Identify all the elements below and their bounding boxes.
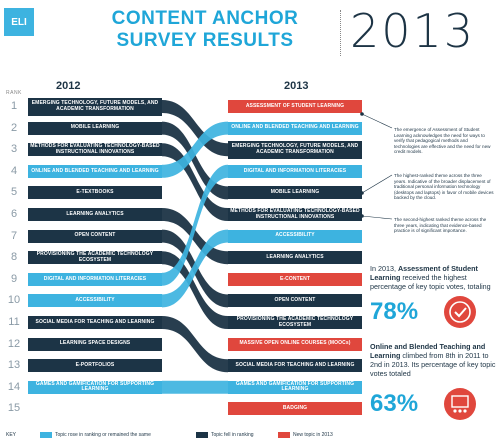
percentage-78: 78% [370,298,419,325]
left-year-heading: 2012 [56,80,81,92]
rank-number: 5 [10,186,18,199]
rank-number: 8 [10,251,18,264]
link-band [162,164,228,286]
classroom-presentation-icon [444,388,476,420]
checkmark-icon [444,296,476,328]
right-2013-topic-box: ASSESSMENT OF STUDENT LEARNING [228,100,362,113]
percentage-63: 63% [370,390,419,417]
right-2013-topic-box: MOBILE LEARNING [228,186,362,200]
link-band [162,100,228,157]
left-2012-topic-box: LEARNING ANALYTICS [28,208,162,221]
legend-new-swatch [278,432,290,438]
callout1-bold: Assessment of Student Learning [370,264,478,282]
left-2012-topic-box: DIGITAL AND INFORMATION LITERACIES [28,272,162,286]
note-mobile-learning: The highest-ranked theme across the thre… [394,173,494,201]
rank-label: RANK [6,90,22,96]
right-2013-topic-box: ACCESSIBILITY [228,229,362,243]
left-2012-topic-box: SOCIAL MEDIA FOR TEACHING AND LEARNING [28,316,162,329]
rank-number: 6 [10,208,18,220]
legend-rose: Topic rose in ranking or remained the sa… [40,432,151,438]
rank-number: 14 [7,380,21,393]
callout-assessment-text: In 2013, Assessment of Student Learning … [370,264,496,291]
legend-fell: Topic fell in ranking [196,432,254,438]
rank-number: 15 [7,402,21,415]
legend-fell-swatch [196,432,208,438]
callout1-post: received the highest percentage of key t… [370,273,491,291]
left-2012-topic-box: EMERGING TECHNOLOGY, FUTURE MODELS, AND … [28,97,162,116]
rank-number: 1 [10,100,18,112]
rank-number: 10 [7,294,21,307]
eli-logo: ELI [4,8,34,36]
leader-line-3 [361,215,393,220]
header-year: 2013 [350,4,476,58]
leader-dot-2 [360,191,364,195]
left-2012-topic-box: OPEN CONTENT [28,229,162,243]
right-2013-topic-box: ONLINE AND BLENDED TEACHING AND LEARNING [228,121,362,135]
right-2013-topic-box: EMERGING TECHNOLOGY, FUTURE MODELS, AND … [228,140,362,159]
left-2012-topic-box: ACCESSIBILITY [28,294,162,308]
link-band [162,208,228,265]
left-2012-topic-box: ONLINE AND BLENDED TEACHING AND LEARNING [28,164,162,178]
right-2013-topic-box: BADGING [228,402,362,416]
link-band [162,229,228,308]
callout1-pre: In 2013, [370,264,398,273]
leader-line-2 [361,174,393,194]
right-2013-topic-box: DIGITAL AND INFORMATION LITERACIES [228,164,362,178]
leader-dot-1 [360,112,364,116]
left-2012-topic-box: PROVISIONING THE ACADEMIC TECHNOLOGY ECO… [28,251,162,265]
title-line-2: SURVEY RESULTS [116,30,294,51]
legend-new-label: New topic in 2013 [293,432,333,438]
rank-number: 13 [7,359,21,372]
callout2-bold: Online and Blended Teaching and Learning [370,342,486,360]
left-2012-topic-box: METHODS FOR EVALUATING TECHNOLOGY-BASED … [28,143,162,157]
left-2012-topic-box: MOBILE LEARNING [28,121,162,135]
right-2013-topic-box: METHODS FOR EVALUATING TECHNOLOGY-BASED … [228,208,362,221]
rank-number: 2 [10,121,18,134]
link-band [162,121,228,178]
right-year-heading: 2013 [284,80,309,92]
rank-number: 11 [8,316,20,328]
note-assessment: The emergence of Assessment of Student L… [394,127,491,155]
legend-fell-label: Topic fell in ranking [211,432,254,438]
rank-number: 7 [10,229,18,242]
rank-number: 4 [10,164,18,177]
left-2012-topic-box: E-TEXTBOOKS [28,186,162,200]
right-2013-topic-box: LEARNING ANALYTICS [228,251,362,265]
right-2013-topic-box: GAMES AND GAMIFICATION FOR SUPPORTING LE… [228,380,362,394]
title-line-1: CONTENT ANCHOR [111,8,299,29]
right-2013-topic-box: SOCIAL MEDIA FOR TEACHING AND LEARNING [228,359,362,373]
left-2012-topic-box: LEARNING SPACE DESIGNS [28,337,162,351]
right-2013-topic-box: E-CONTENT [228,272,362,286]
callout2-post: climbed from 8th in 2011 to 2nd in 2013.… [370,351,496,378]
rank-number: 9 [10,272,18,285]
link-band [162,380,228,394]
callout-online-blended-text: Online and Blended Teaching and Learning… [370,342,496,378]
left-2012-topic-box: GAMES AND GAMIFICATION FOR SUPPORTING LE… [28,380,162,394]
right-2013-topic-box: MASSIVE OPEN ONLINE COURSES (MOOCs) [228,337,362,351]
leader-dot-3 [360,214,364,218]
rank-number: 12 [7,337,21,350]
right-2013-topic-box: PROVISIONING THE ACADEMIC TECHNOLOGY ECO… [228,316,362,329]
legend-rose-swatch [40,432,52,438]
note-methods: The second-highest ranked theme across t… [394,217,487,234]
page-title: CONTENT ANCHOR SURVEY RESULTS [70,8,340,52]
right-2013-topic-box: OPEN CONTENT [228,294,362,308]
legend-new: New topic in 2013 [278,432,333,438]
leader-line-1 [361,113,393,129]
title-divider [340,10,341,56]
left-2012-topic-box: E-PORTFOLIOS [28,359,162,373]
legend-rose-label: Topic rose in ranking or remained the sa… [55,432,151,438]
rank-number: 3 [10,143,18,156]
link-band [162,316,228,373]
legend-key-label: KEY [6,432,17,438]
